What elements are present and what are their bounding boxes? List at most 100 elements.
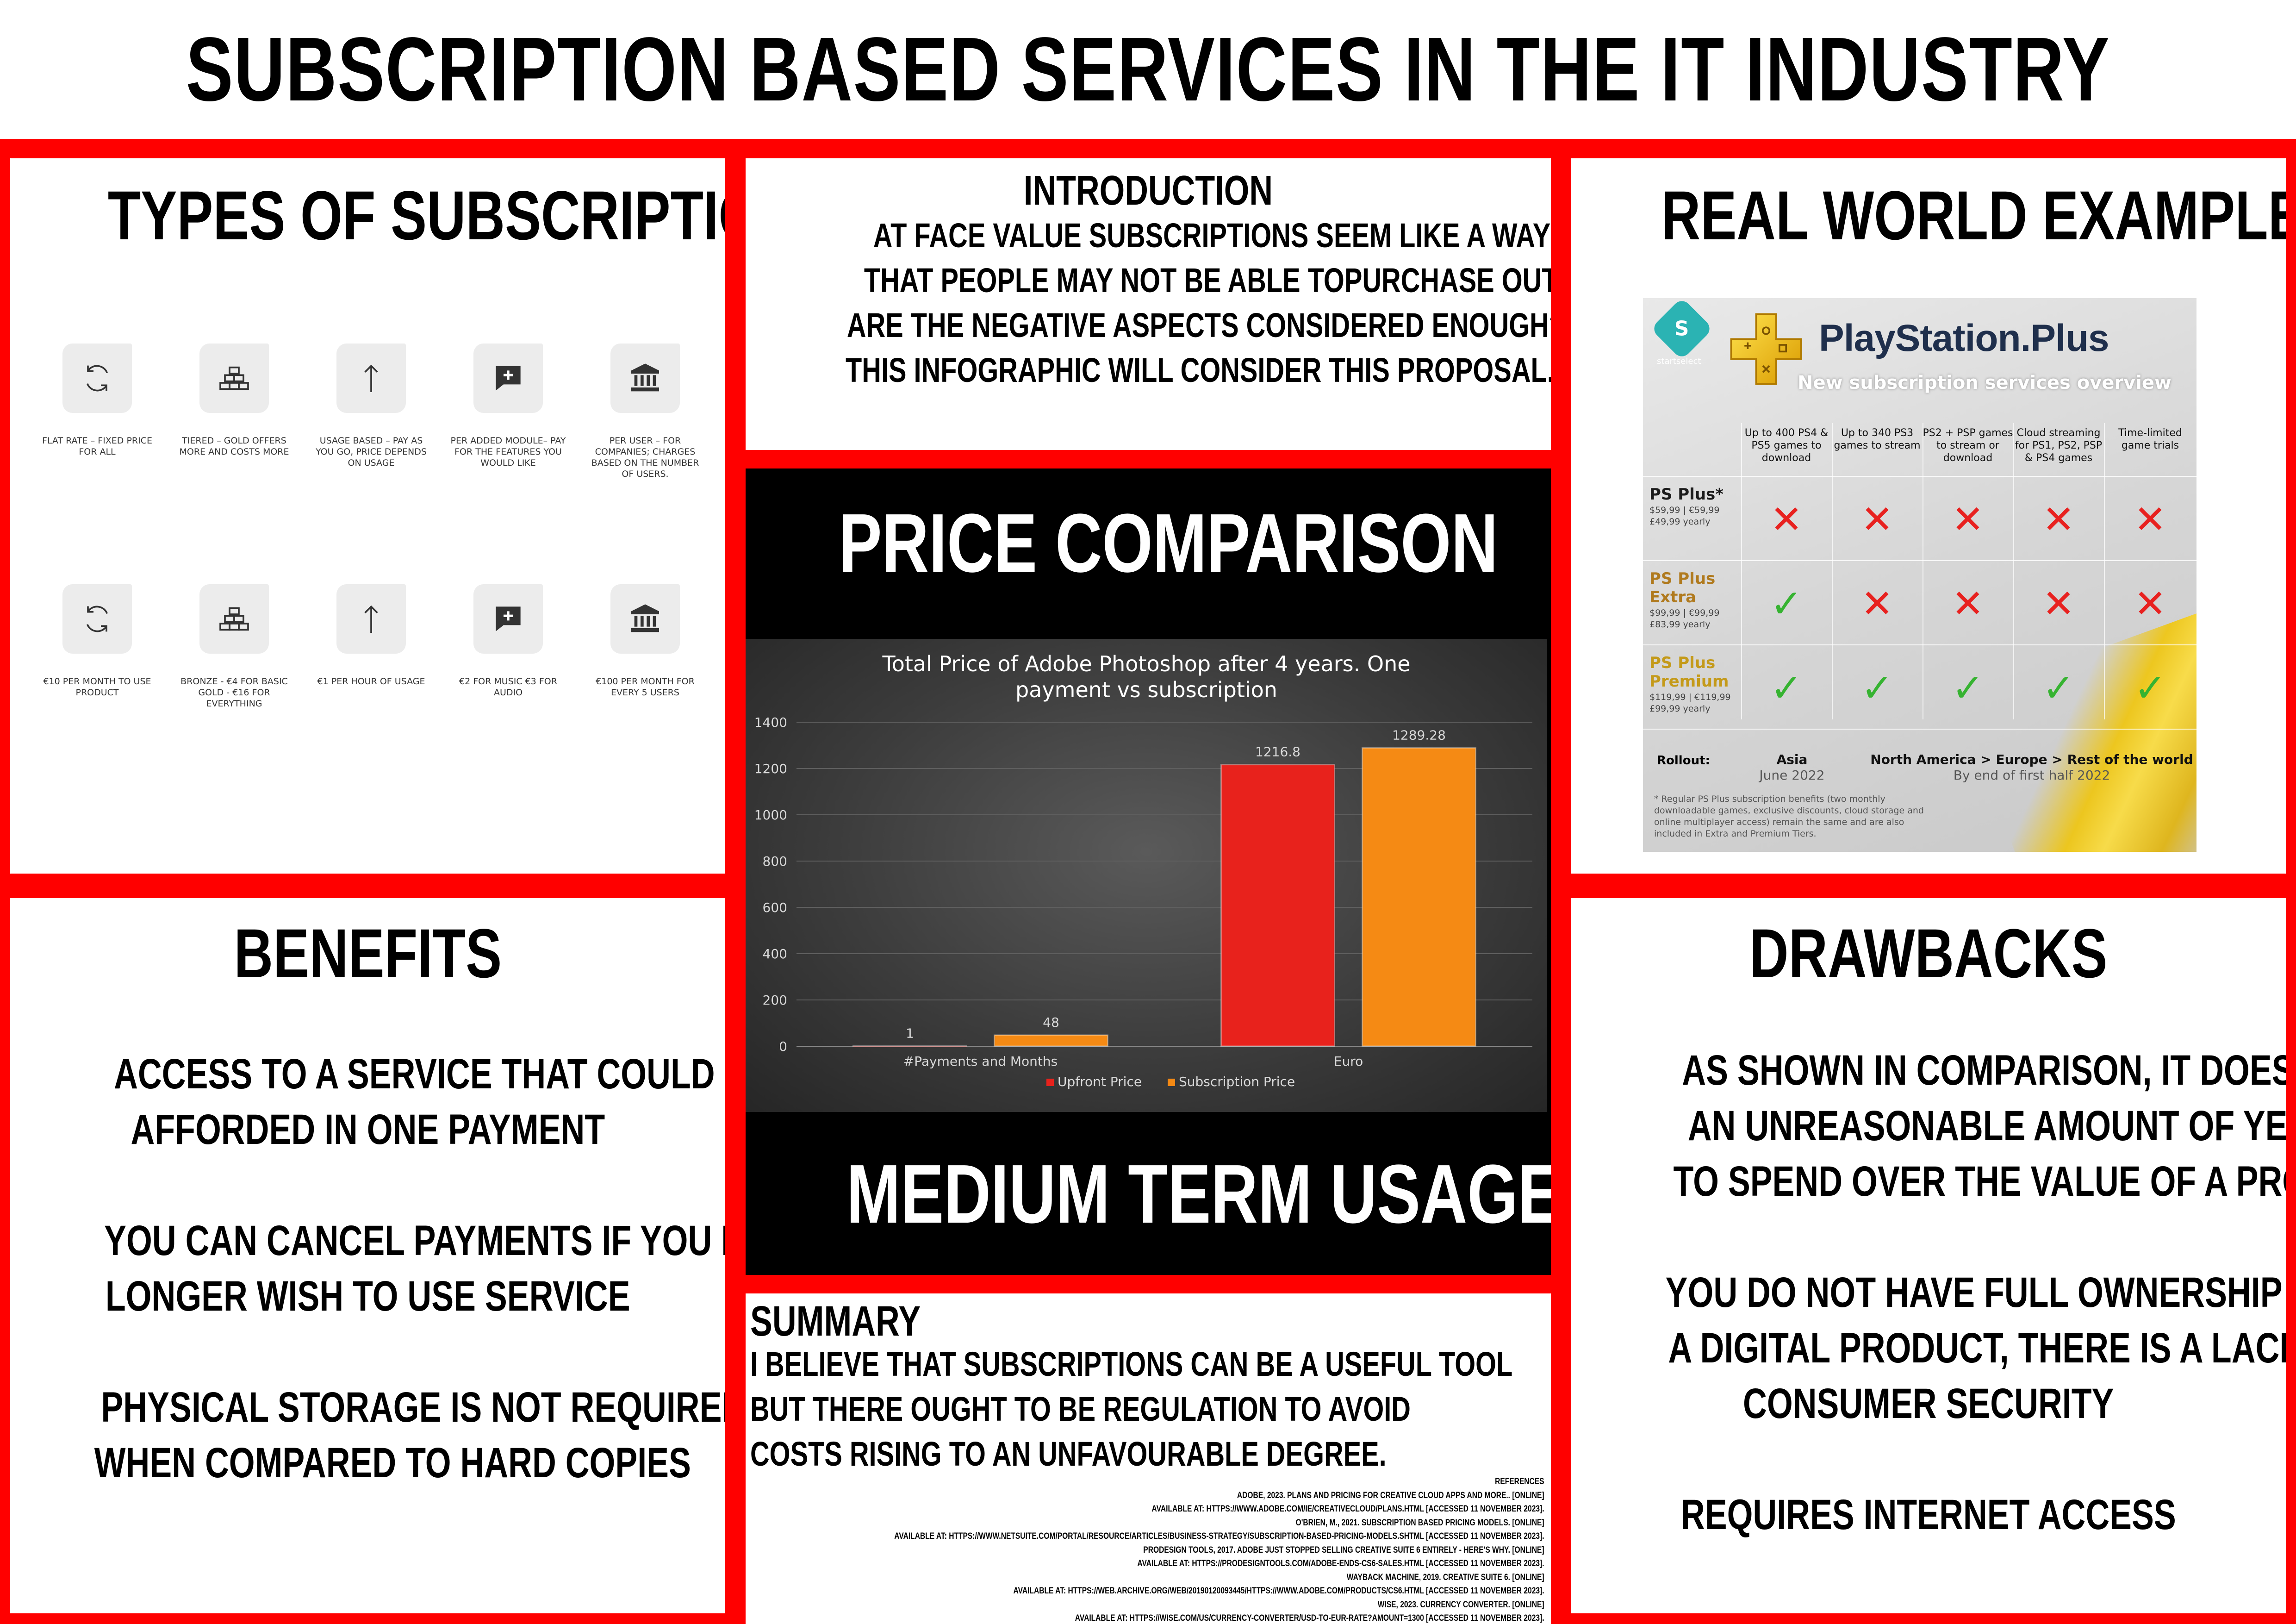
bank-icon — [610, 584, 680, 654]
cross-icon: ✕ — [1860, 581, 1894, 626]
red-frame: TYPES OF SUBSCRIPTION FLAT RATE – FIXED … — [0, 139, 2296, 1624]
rollout-world-date: By end of first half 2022 — [1953, 768, 2110, 783]
type-item: €100 PER MONTH FOR EVERY 5 USERS — [577, 584, 714, 698]
summary-line: COSTS RISING TO AN UNFAVOURABLE DEGREE. — [750, 1435, 1387, 1473]
y-tick-label: 1400 — [754, 715, 787, 730]
spacer — [1571, 1431, 2286, 1487]
type-item: BRONZE - €4 FOR BASIC GOLD - €16 FOR EVE… — [166, 584, 303, 709]
type-caption: PER USER – FOR COMPANIES; CHARGES BASED … — [591, 436, 699, 479]
body-line: WHEN COMPARED TO HARD COPIES — [94, 1439, 691, 1487]
reference-line: AVAILABLE AT: HTTPS://WWW.ADOBE.COM/IE/C… — [1151, 1504, 1544, 1514]
refresh-icon — [62, 584, 132, 654]
body-line: LONGER WISH TO USE SERVICE — [105, 1273, 630, 1320]
types-row1: FLAT RATE – FIXED PRICE FOR ALL TIERED – … — [29, 344, 714, 584]
y-tick-label: 0 — [779, 1039, 787, 1054]
cross-icon: ✕ — [1860, 497, 1894, 542]
ps-column-header: Time-limited game trials — [2118, 427, 2182, 451]
types-heading: TYPES OF SUBSCRIPTION — [107, 176, 725, 254]
reference-line: AVAILABLE AT: HTTPS://PRODESIGNTOOLS.COM… — [1137, 1559, 1544, 1568]
price-comparison-heading: PRICE COMPARISON — [838, 497, 1498, 590]
body-line: TO SPEND OVER THE VALUE OF A PRODUCT — [1673, 1158, 2286, 1205]
type-item: TIERED – GOLD OFFERS MORE AND COSTS MORE — [166, 344, 303, 457]
benefits-panel: BENEFITS ACCESS TO A SERVICE THAT COULD … — [10, 898, 725, 1613]
drawbacks-panel: DRAWBACKS AS SHOWN IN COMPARISON, IT DOE… — [1571, 898, 2286, 1613]
reference-line: WISE, 2023. CURRENCY CONVERTER. [ONLINE] — [1378, 1599, 1544, 1610]
table-divider — [1741, 423, 1742, 719]
yellow-wave-decoration — [1959, 611, 2196, 852]
playstation-plus-wordmark: PlayStation.Plus — [1819, 317, 2109, 359]
price-chart: Total Price of Adobe Photoshop after 4 y… — [746, 639, 1547, 1112]
ps-tier-price: $59,99 | €59,99 £49,99 yearly — [1649, 505, 1720, 527]
body-line: AN UNREASONABLE AMOUNT OF YEARS FOR YOU — [1687, 1102, 2286, 1149]
type-item: PER USER – FOR COMPANIES; CHARGES BASED … — [577, 344, 714, 480]
rollout-asia-region: Asia — [1776, 752, 1808, 767]
type-caption: TIERED – GOLD OFFERS MORE AND COSTS MORE — [179, 436, 289, 457]
data-label: 1216.8 — [1255, 744, 1300, 760]
reference-line: AVAILABLE AT: HTTPS://WEB.ARCHIVE.ORG/WE… — [1013, 1586, 1544, 1596]
rollout-world-region: North America > Europe > Rest of the wor… — [1870, 752, 2193, 767]
legend-label: Upfront Price — [1058, 1074, 1142, 1089]
type-item: PER ADDED MODULE– PAY FOR THE FEATURES Y… — [440, 344, 577, 468]
benefits-list: ACCESS TO A SERVICE THAT COULD NOT BE AFF… — [10, 1046, 725, 1491]
intro-line: THIS INFOGRAPHIC WILL CONSIDER THIS PROP… — [846, 351, 1551, 389]
arrow-up-icon — [336, 344, 406, 413]
y-tick-label: 600 — [763, 900, 787, 915]
body-line: AFFORDED IN ONE PAYMENT — [131, 1106, 605, 1153]
summary-panel: SUMMARY I BELIEVE THAT SUBSCRIPTIONS CAN… — [746, 1293, 1551, 1624]
ps-column-header: Up to 340 PS3 games to stream — [1834, 427, 1921, 451]
ps-plus-infographic: S startselect PlayStation.Plus New subsc… — [1643, 298, 2196, 852]
drawbacks-heading: DRAWBACKS — [1749, 914, 2108, 992]
intro-panel: INTRODUCTION AT FACE VALUE SUBSCRIPTIONS… — [746, 158, 1551, 450]
type-caption: €100 PER MONTH FOR EVERY 5 USERS — [596, 676, 695, 698]
rollout-asia-date: June 2022 — [1759, 768, 1825, 783]
references-list: REFERENCES ADOBE, 2023. PLANS AND PRICING… — [752, 1475, 1544, 1624]
body-line: A DIGITAL PRODUCT, THERE IS A LACK OF — [1668, 1324, 2286, 1372]
cross-icon: ✕ — [1951, 497, 1985, 542]
ps-tier-price: $99,99 | €99,99 £83,99 yearly — [1649, 608, 1720, 630]
y-tick-label: 800 — [763, 854, 787, 869]
legend-label: Subscription Price — [1179, 1074, 1295, 1089]
type-caption: PER ADDED MODULE– PAY FOR THE FEATURES Y… — [450, 436, 566, 468]
table-divider — [1643, 644, 2196, 645]
startselect-logo-icon: S — [1650, 298, 1713, 360]
reference-line: PRODESIGN TOOLS, 2017. ADOBE JUST STOPPE… — [1143, 1545, 1544, 1555]
check-icon: ✓ — [1951, 665, 1985, 711]
cross-icon: ✕ — [1951, 581, 1985, 626]
ps-plus-logo-icon — [1730, 313, 1802, 385]
real-world-panel: REAL WORLD EXAMPLE S startselect PlaySta… — [1571, 158, 2286, 874]
intro-line: ARE THE NEGATIVE ASPECTS CONSIDERED ENOU… — [846, 306, 1551, 344]
table-divider — [1832, 423, 1833, 719]
body-line: AS SHOWN IN COMPARISON, IT DOES NOT TAKE — [1682, 1047, 2286, 1094]
chart-title: Total Price of Adobe Photoshop after 4 y… — [882, 651, 1410, 702]
references-heading: REFERENCES — [1495, 1477, 1544, 1487]
type-caption: €10 PER MONTH TO USE PRODUCT — [43, 676, 151, 698]
ps-tier-name: PS Plus Extra — [1649, 569, 1716, 606]
type-item: FLAT RATE – FIXED PRICE FOR ALL — [29, 344, 166, 457]
drawbacks-list: AS SHOWN IN COMPARISON, IT DOES NOT TAKE… — [1571, 1043, 2286, 1543]
legend-swatch — [1046, 1079, 1054, 1086]
summary-line: I BELIEVE THAT SUBSCRIPTIONS CAN BE A US… — [750, 1345, 1513, 1383]
type-caption: €1 PER HOUR OF USAGE — [317, 676, 425, 687]
spacer — [10, 1157, 725, 1213]
ps-subtitle: New subscription services overview — [1798, 372, 2172, 394]
legend-swatch — [1168, 1079, 1175, 1086]
body-line: PHYSICAL STORAGE IS NOT REQUIRED — [101, 1384, 725, 1431]
data-label: 1289.28 — [1392, 727, 1446, 743]
body-line: CONSUMER SECURITY — [1742, 1380, 2114, 1427]
type-caption: €2 FOR MUSIC €3 FOR AUDIO — [459, 676, 557, 698]
bar — [852, 1045, 967, 1047]
reference-line: WAYBACK MACHINE, 2019. CREATIVE SUITE 6.… — [1347, 1572, 1544, 1582]
data-label: 1 — [906, 1026, 914, 1041]
x-tick-label: Euro — [1334, 1054, 1363, 1069]
y-tick-label: 1000 — [754, 807, 787, 823]
table-divider — [2104, 423, 2105, 719]
check-icon: ✓ — [2042, 665, 2075, 711]
body-line: YOU CAN CANCEL PAYMENTS IF YOU NO — [104, 1217, 725, 1264]
y-tick-label: 200 — [763, 993, 787, 1008]
table-divider — [2013, 423, 2014, 719]
bar — [1220, 764, 1335, 1047]
medium-term-heading: MEDIUM TERM USAGE — [846, 1148, 1551, 1241]
reference-line: AVAILABLE AT: HTTPS://WISE.COM/US/CURREN… — [1075, 1613, 1544, 1623]
data-label: 48 — [1043, 1015, 1059, 1030]
arrow-up-icon — [336, 584, 406, 654]
